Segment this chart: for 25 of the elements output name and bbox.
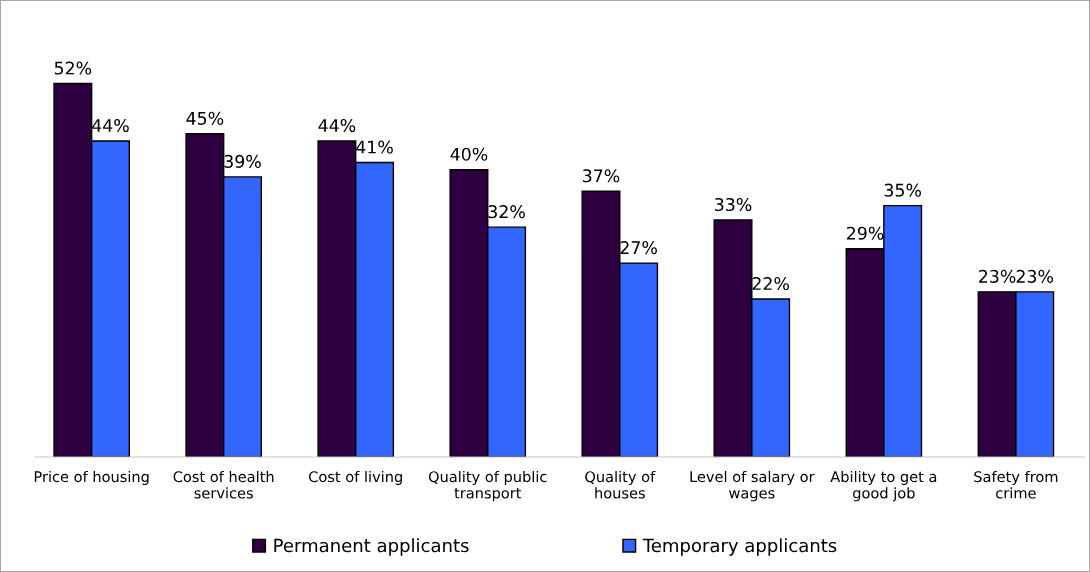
data-label: 40% xyxy=(450,147,488,161)
data-label: 44% xyxy=(318,118,356,133)
x-tick-label: Cost of living xyxy=(309,470,402,486)
data-label: 23% xyxy=(1016,269,1054,283)
data-label: 35% xyxy=(884,183,922,197)
x-tick-label: Quality of houses xyxy=(585,470,656,499)
x-tick-label: Level of salary or wages xyxy=(690,470,815,502)
data-label: 45% xyxy=(186,111,224,125)
legend-label: Permanent applicants xyxy=(274,538,469,556)
data-label: 52% xyxy=(54,61,92,75)
x-tick-label: Price of housing xyxy=(34,470,149,486)
data-label: 22% xyxy=(752,276,789,291)
x-tick-label: Ability to get a good job xyxy=(830,470,937,502)
data-label: 37% xyxy=(583,169,620,183)
data-label: 44% xyxy=(92,118,129,133)
data-label: 41% xyxy=(356,140,393,154)
data-label: 23% xyxy=(979,269,1016,283)
data-label: 39% xyxy=(224,154,261,168)
data-label: 33% xyxy=(715,197,752,212)
data-label: 27% xyxy=(620,241,657,255)
legend-label: Temporary applicants xyxy=(642,538,837,556)
x-tick-label: Cost of health services xyxy=(173,470,274,499)
x-tick-label: Safety from crime xyxy=(974,470,1058,499)
x-tick-label: Quality of public transport xyxy=(428,470,547,502)
data-label: 32% xyxy=(488,205,525,219)
